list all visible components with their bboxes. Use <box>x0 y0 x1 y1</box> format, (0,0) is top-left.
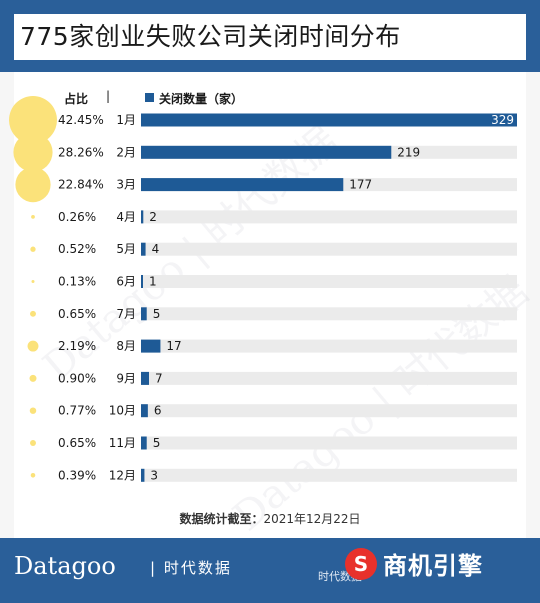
share-label: 28.26% <box>58 145 104 159</box>
bar-track <box>141 404 517 418</box>
data-note-label: 数据统计截至： <box>179 512 264 526</box>
month-label: 12月 <box>109 468 136 482</box>
share-label: 0.26% <box>58 210 96 224</box>
month-label: 10月 <box>109 404 136 418</box>
share-label: 2.19% <box>58 339 96 353</box>
bar <box>141 113 517 127</box>
brand-name: 商机引擎 <box>383 552 483 580</box>
bar-track <box>141 339 517 353</box>
month-label: 5月 <box>116 242 136 256</box>
bar-track <box>141 468 517 482</box>
data-note-date: 2021年12月22日 <box>263 512 361 526</box>
bar <box>141 242 146 256</box>
month-label: 6月 <box>116 275 136 289</box>
legend-swatch <box>145 93 154 102</box>
month-label: 4月 <box>116 210 136 224</box>
brand-badge: S 商机引擎 <box>345 546 483 581</box>
bar-track <box>141 307 517 321</box>
value-label: 329 <box>491 113 514 127</box>
share-header: 占比 <box>64 92 89 106</box>
month-label: 8月 <box>116 339 136 353</box>
bar <box>141 404 148 418</box>
share-label: 0.65% <box>58 307 96 321</box>
month-label: 11月 <box>109 436 136 450</box>
bar <box>141 210 144 224</box>
value-label: 5 <box>153 307 161 321</box>
value-label: 219 <box>397 145 420 159</box>
value-label: 4 <box>152 242 160 256</box>
footer-bar: Datagoo | 时代数据 时代数据 · S 商机引擎 <box>0 538 540 603</box>
share-bubble <box>31 215 35 219</box>
month-label: 2月 <box>116 145 136 159</box>
bar <box>141 307 147 321</box>
bar <box>141 145 392 159</box>
share-bubble <box>29 374 37 382</box>
footer-logo-cn: | 时代数据 <box>150 559 232 577</box>
share-bubble <box>13 132 53 172</box>
bar-track <box>141 210 517 224</box>
month-label: 7月 <box>116 307 136 321</box>
share-label: 0.13% <box>58 275 96 289</box>
value-label: 17 <box>166 339 181 353</box>
value-label: 1 <box>149 275 157 289</box>
bar-track <box>141 242 517 256</box>
share-label: 22.84% <box>58 178 104 192</box>
bar-track <box>141 371 517 385</box>
month-label: 9月 <box>116 371 136 385</box>
share-label: 0.77% <box>58 404 96 418</box>
bar-track <box>141 275 517 288</box>
share-label: 0.90% <box>58 371 96 385</box>
share-bubble <box>9 96 57 144</box>
share-bubble <box>27 340 39 352</box>
share-bubble <box>30 246 36 252</box>
legend-label: 关闭数量（家） <box>159 92 244 106</box>
bar <box>141 436 147 450</box>
bar <box>141 275 143 288</box>
share-bubble <box>30 440 36 446</box>
share-label: 42.45% <box>58 113 104 127</box>
value-label: 6 <box>154 404 162 418</box>
bar <box>141 371 149 385</box>
header-divider: | <box>106 89 111 103</box>
month-label: 3月 <box>116 178 136 192</box>
share-bubble <box>30 472 36 478</box>
data-note: 数据统计截至：2021年12月22日 <box>0 510 540 527</box>
bar <box>141 468 145 482</box>
share-bubble <box>31 280 35 283</box>
bar-track <box>141 436 517 450</box>
share-bubble <box>15 166 51 203</box>
share-label: 0.52% <box>58 242 96 256</box>
brand-icon: S <box>345 547 377 580</box>
bar <box>141 178 344 192</box>
page-title: 775家创业失败公司关闭时间分布 <box>14 14 526 60</box>
value-label: 3 <box>150 468 158 482</box>
share-bubble <box>29 407 37 414</box>
value-label: 2 <box>149 210 157 224</box>
value-label: 7 <box>155 371 163 385</box>
month-label: 1月 <box>116 113 136 127</box>
share-label: 0.65% <box>58 436 96 450</box>
footer-logo: Datagoo <box>14 552 116 580</box>
share-label: 0.39% <box>58 468 96 482</box>
value-label: 177 <box>349 178 372 192</box>
value-label: 5 <box>153 436 161 450</box>
share-bubble <box>30 310 36 317</box>
bar <box>141 339 161 353</box>
